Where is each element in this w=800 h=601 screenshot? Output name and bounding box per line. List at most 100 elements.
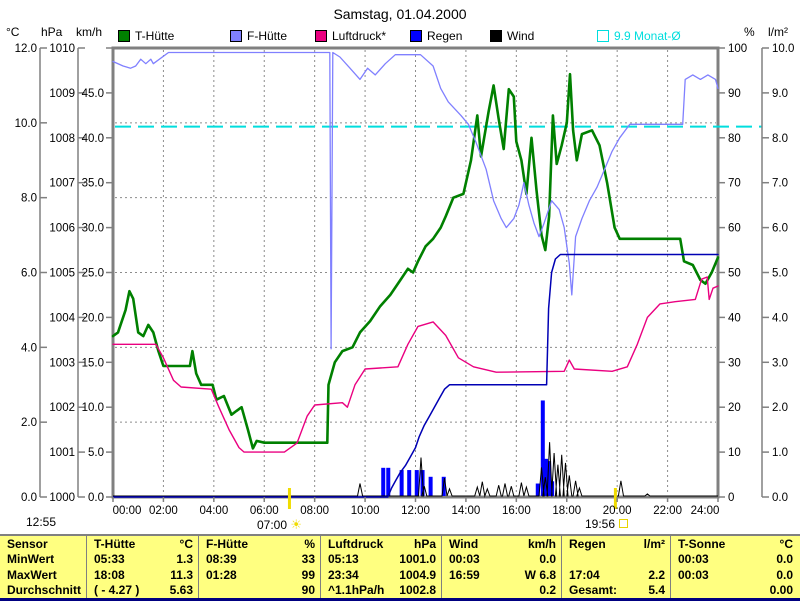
axis-tick-label-lm2: 6.0 <box>772 223 788 235</box>
cell-value: 2.2 <box>648 567 665 582</box>
axis-tick-label-percent: 50 <box>728 268 741 280</box>
axis-tick-label-percent: 90 <box>728 88 741 100</box>
cell-text: 05:13 <box>328 552 359 567</box>
axis-tick-label-percent: 100 <box>728 43 747 55</box>
cell-value: 5.63 <box>169 583 193 598</box>
legend-swatch-icon <box>490 30 502 42</box>
axis-tick-label-hpa: 1004 <box>49 312 75 324</box>
cell-text: 23:34 <box>328 567 359 582</box>
legend-swatch-icon <box>230 30 242 42</box>
table-row-label-text: MaxWert <box>7 567 57 582</box>
table-cell-max-3: 16:59 W 6.8 <box>441 567 561 583</box>
axis-tick-label-lm2: 8.0 <box>772 133 788 145</box>
cell-text: Luftdruck <box>328 536 384 551</box>
table-cell-avg-1: 90 <box>198 582 320 598</box>
table-cell-header-3: Wind km/h <box>441 536 561 552</box>
table-cell-avg-0: ( - 4.27 ) 5.63 <box>86 582 198 598</box>
cell-text: ( - 4.27 ) <box>94 583 140 598</box>
chart-legend: T-Hütte F-Hütte Luftdruck* Regen Wind 9.9 Mon… <box>0 29 800 43</box>
cell-text: Regen <box>569 536 606 551</box>
cell-text: 16:59 <box>449 567 480 582</box>
table-cell-min-0: 05:33 1.3 <box>86 551 198 567</box>
axis-tick-label-hpa: 1008 <box>49 133 75 145</box>
legend-item-5: 9.9 Monat-Ø <box>597 29 681 43</box>
rain-bar <box>547 461 552 496</box>
cell-value: hPa <box>413 536 436 551</box>
cell-value: 90 <box>301 583 315 598</box>
axis-tick-label-lm2: 1.0 <box>772 447 788 459</box>
table-row-label: Sensor <box>0 536 86 552</box>
axis-tick-label-kmh: 25.0 <box>82 268 104 280</box>
x-axis-tick-label: 02:00 <box>149 505 178 517</box>
weather-chart: 0.02.04.06.08.010.012.010001001100210031… <box>15 43 795 517</box>
axis-tick-label-percent: 10 <box>728 447 741 459</box>
cell-value: 0.0 <box>539 552 556 567</box>
axis-tick-label-hpa: 1007 <box>49 178 75 190</box>
table-cell-avg-3: 0.2 <box>441 582 561 598</box>
axis-tick-label-kmh: 10.0 <box>82 402 104 414</box>
axis-tick-label-kmh: 35.0 <box>82 178 104 190</box>
axis-tick-label-celsius: 6.0 <box>21 268 37 280</box>
table-cell-min-2: 05:13 1001.0 <box>320 551 441 567</box>
legend-label: Regen <box>427 29 463 43</box>
x-axis-tick-label: 24:00 <box>691 505 720 517</box>
rain-bar <box>428 476 433 496</box>
cell-value: 11.3 <box>170 567 193 582</box>
series-f-h-tte <box>112 51 719 350</box>
cell-value: 1002.8 <box>399 583 436 598</box>
axis-tick-label-percent: 80 <box>728 133 741 145</box>
x-axis-tick-label: 04:00 <box>199 505 228 517</box>
axis-tick-label-lm2: 9.0 <box>772 88 788 100</box>
legend-label: F-Hütte <box>247 29 288 43</box>
series-luftdruck- <box>112 276 719 453</box>
cell-value: 5.4 <box>648 583 665 598</box>
axis-unit-percent: % <box>744 25 755 39</box>
axis-tick-label-kmh: 45.0 <box>82 88 104 100</box>
cell-value: 99 <box>301 567 315 582</box>
x-axis-tick-label: 18:00 <box>552 505 581 517</box>
sun-icon: ☀ <box>290 517 303 532</box>
axis-unit-kmh: km/h <box>76 25 103 39</box>
cell-text: 17:04 <box>569 567 600 582</box>
page-title: Samstag, 01.04.2000 <box>333 6 467 22</box>
axis-tick-label-celsius: 8.0 <box>21 193 37 205</box>
cell-value: 0.00 <box>769 583 793 598</box>
cell-text: T-Hütte <box>94 536 136 551</box>
axis-tick-label-lm2: 10.0 <box>772 43 794 55</box>
legend-swatch-icon <box>315 30 327 42</box>
legend-item-4: Wind <box>490 29 534 43</box>
axis-tick-label-hpa: 1001 <box>49 447 75 459</box>
table-row-label-text: Durchschnitt <box>7 583 82 598</box>
sunset-label: 19:56 <box>585 517 629 531</box>
table-cell-header-0: T-Hütte °C <box>86 536 198 552</box>
x-axis-tick-label: 16:00 <box>502 505 531 517</box>
series-regen-summe- <box>112 253 719 498</box>
axis-tick-label-lm2: 5.0 <box>772 268 788 280</box>
window-bottom-bar <box>0 598 800 601</box>
sunrise-time: 07:00 <box>257 518 288 532</box>
sunset-time: 19:56 <box>585 517 616 531</box>
table-cell-header-5: T-Sonne °C <box>670 536 798 552</box>
current-time-label: 12:55 <box>26 515 57 529</box>
cell-value: km/h <box>527 536 556 551</box>
axis-tick-label-lm2: 3.0 <box>772 357 788 369</box>
axis-tick-label-hpa: 1009 <box>49 88 75 100</box>
axis-unit-lm2: l/m² <box>768 25 788 39</box>
axis-tick-label-lm2: 4.0 <box>772 312 788 324</box>
rain-bar <box>399 470 404 496</box>
axis-tick-label-hpa: 1006 <box>49 223 75 235</box>
axis-tick-label-percent: 30 <box>728 357 741 369</box>
cell-text: 00:03 <box>678 567 709 582</box>
x-axis-tick-label: 14:00 <box>452 505 481 517</box>
table-cell-max-2: 23:34 1004.9 <box>320 567 441 583</box>
legend-label: T-Hütte <box>135 29 175 43</box>
cell-text: 05:33 <box>94 552 125 567</box>
table-row-label: MinWert <box>0 552 86 568</box>
rain-bar <box>386 467 391 496</box>
table-cell-header-2: Luftdruck hPa <box>320 536 441 552</box>
x-axis-tick-label: 22:00 <box>653 505 682 517</box>
axis-tick-label-percent: 20 <box>728 402 741 414</box>
table-cell-max-1: 01:28 99 <box>198 567 320 583</box>
axis-tick-label-hpa: 1010 <box>49 43 75 55</box>
legend-label: Luftdruck* <box>332 29 387 43</box>
